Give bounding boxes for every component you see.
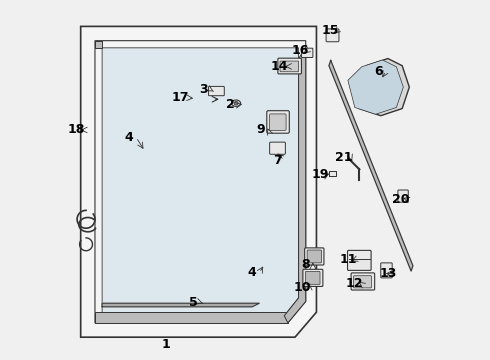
Polygon shape xyxy=(348,60,403,114)
Text: 13: 13 xyxy=(379,267,396,280)
FancyBboxPatch shape xyxy=(270,114,286,130)
FancyBboxPatch shape xyxy=(398,190,408,202)
FancyBboxPatch shape xyxy=(381,263,392,278)
Ellipse shape xyxy=(234,102,238,105)
FancyBboxPatch shape xyxy=(305,271,320,284)
Polygon shape xyxy=(102,303,259,307)
Text: 14: 14 xyxy=(270,60,288,73)
Text: 21: 21 xyxy=(335,151,352,164)
Text: 1: 1 xyxy=(162,338,171,351)
Text: 17: 17 xyxy=(172,91,190,104)
Text: 11: 11 xyxy=(340,253,357,266)
Text: 5: 5 xyxy=(189,296,197,309)
Polygon shape xyxy=(102,48,298,316)
FancyBboxPatch shape xyxy=(303,269,323,287)
FancyBboxPatch shape xyxy=(347,250,371,270)
Text: 8: 8 xyxy=(301,258,310,271)
FancyBboxPatch shape xyxy=(301,48,313,58)
Text: 18: 18 xyxy=(68,123,85,136)
Polygon shape xyxy=(95,41,102,48)
FancyBboxPatch shape xyxy=(307,250,321,263)
Text: 19: 19 xyxy=(311,168,329,181)
Polygon shape xyxy=(329,171,336,176)
Text: 7: 7 xyxy=(273,154,282,167)
Text: 20: 20 xyxy=(392,193,410,206)
FancyBboxPatch shape xyxy=(354,276,371,288)
FancyBboxPatch shape xyxy=(270,142,285,154)
Text: 4: 4 xyxy=(124,131,133,144)
Polygon shape xyxy=(329,60,413,271)
Text: 12: 12 xyxy=(345,277,363,290)
Ellipse shape xyxy=(232,100,241,107)
FancyBboxPatch shape xyxy=(280,61,298,72)
Polygon shape xyxy=(81,26,317,337)
Text: 6: 6 xyxy=(375,64,383,77)
Text: 9: 9 xyxy=(257,123,266,136)
Polygon shape xyxy=(95,312,288,323)
Text: 10: 10 xyxy=(294,281,311,294)
FancyBboxPatch shape xyxy=(278,58,301,74)
Text: 16: 16 xyxy=(292,44,309,57)
Text: 2: 2 xyxy=(226,99,235,112)
Polygon shape xyxy=(284,48,306,323)
FancyBboxPatch shape xyxy=(351,273,375,290)
FancyBboxPatch shape xyxy=(209,86,224,96)
Text: 3: 3 xyxy=(199,84,208,96)
FancyBboxPatch shape xyxy=(305,248,324,265)
FancyBboxPatch shape xyxy=(267,111,289,133)
Text: 4: 4 xyxy=(248,266,257,279)
Text: 15: 15 xyxy=(321,24,339,37)
FancyBboxPatch shape xyxy=(326,29,339,42)
Polygon shape xyxy=(352,59,409,116)
